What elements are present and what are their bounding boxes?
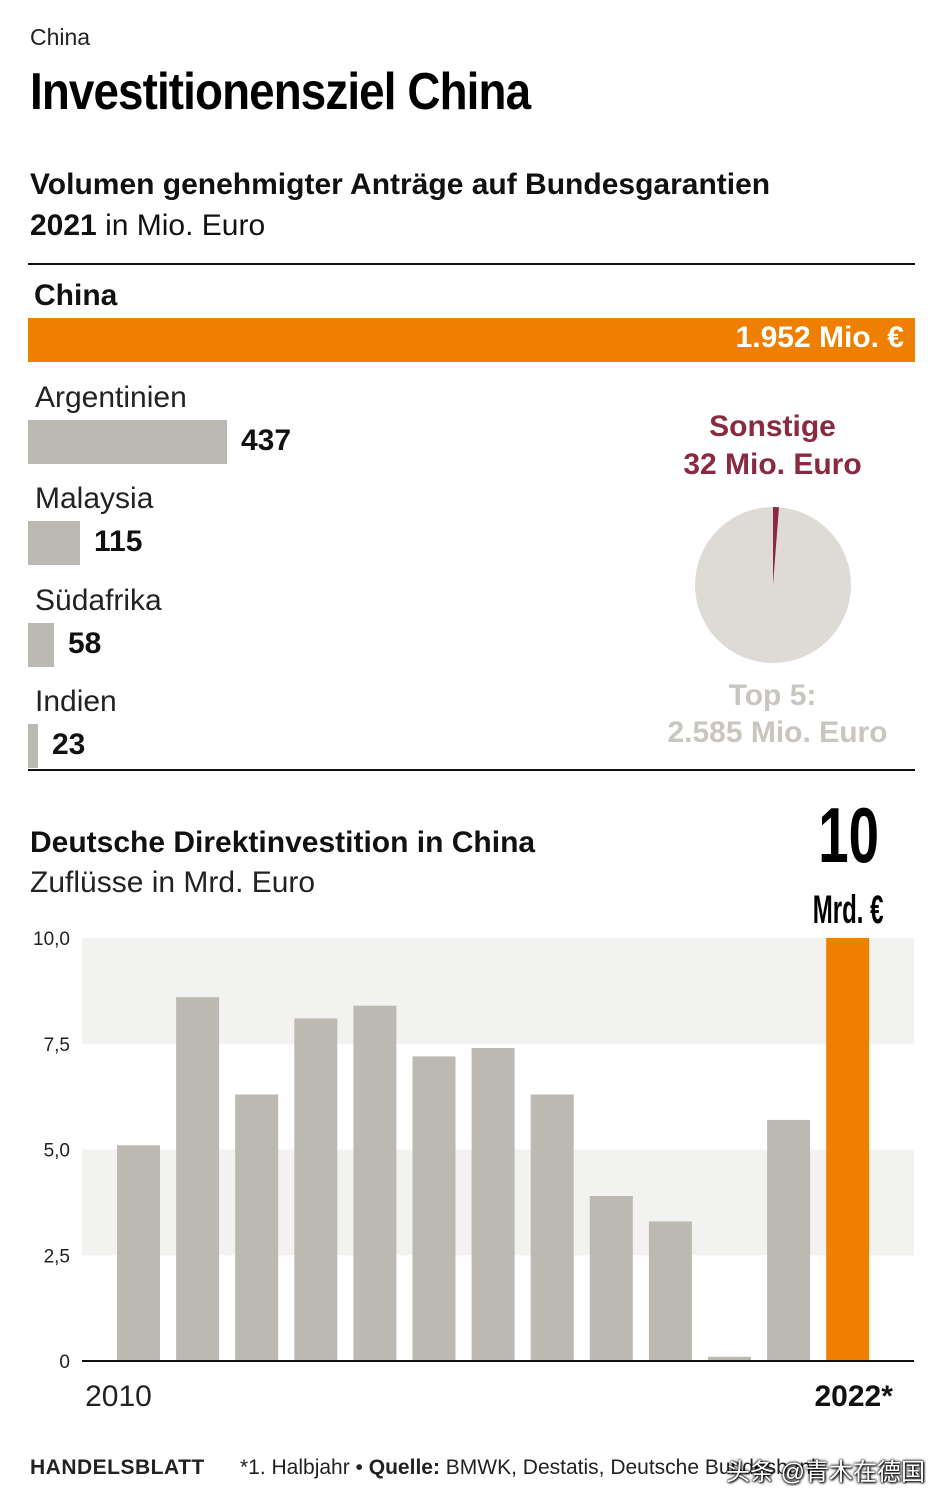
fdi-bar-2011 <box>176 997 220 1361</box>
country-bar-argentinien <box>28 420 227 464</box>
fdi-bar-2018 <box>589 1196 633 1361</box>
section2-title: Deutsche Direktinvestition in China <box>30 826 536 859</box>
country-label-indien: Indien <box>35 685 117 718</box>
x-tick-label-last: 2022* <box>814 1380 893 1413</box>
pie-top5-label: Top 5: <box>728 679 817 712</box>
y-tick-label: 2,5 <box>44 1246 70 1267</box>
y-tick-label: 7,5 <box>44 1035 70 1056</box>
footer-source-text: BMWK, Destatis, Deutsche Bundesbank <box>445 1456 822 1479</box>
grid-band <box>82 938 914 1044</box>
fdi-bar-2020 <box>708 1356 751 1361</box>
pie-others-value: 32 Mio. Euro <box>683 448 862 481</box>
y-tick-label: 5,0 <box>44 1141 70 1162</box>
footer-source-label: Quelle: <box>368 1456 440 1479</box>
fdi-bar-2013 <box>294 1018 338 1361</box>
footer-note: *1. Halbjahr • <box>240 1456 363 1479</box>
country-label-malaysia: Malaysia <box>35 482 154 515</box>
x-tick-label-first: 2010 <box>85 1380 152 1413</box>
country-label-china: China <box>34 279 118 312</box>
country-value-china: 1.952 Mio. € <box>735 321 904 354</box>
country-bar-malaysia <box>28 521 80 565</box>
section1-bottom-rule <box>28 769 915 771</box>
section1-title: Volumen genehmigter Anträge auf Bundesga… <box>30 168 771 201</box>
section2-subtitle: Zuflüsse in Mrd. Euro <box>30 866 316 899</box>
section1-year: 2021 <box>30 209 97 242</box>
country-bar-s-dafrika <box>28 623 54 667</box>
fdi-bar-2010 <box>117 1145 160 1361</box>
fdi-bar-2021 <box>767 1119 811 1361</box>
fdi-bar-2014 <box>353 1005 397 1361</box>
fdi-bar-2017 <box>530 1094 574 1361</box>
country-label-argentinien: Argentinien <box>35 381 187 414</box>
section1-top-rule <box>28 263 915 265</box>
fdi-bar-2016 <box>471 1048 515 1361</box>
country-label-s-dafrika: Südafrika <box>35 584 162 617</box>
headline: Investitionensziel China <box>30 63 531 121</box>
pie-slice-others <box>773 507 779 585</box>
pie-others-label: Sonstige <box>709 410 836 443</box>
y-tick-label: 0 <box>59 1352 70 1373</box>
fdi-bar-2022 <box>826 938 870 1361</box>
country-value-indien: 23 <box>52 728 86 761</box>
section1-subtitle: 2021 in Mio. Euro <box>30 209 265 243</box>
highlight-unit: Mrd. € <box>812 888 884 932</box>
fdi-bar-chart: 0 2,5 5,0 7,5 10,0 2010 2022* <box>33 929 914 1413</box>
footer-brand: HANDELSBLATT <box>30 1456 205 1479</box>
country-value-s-dafrika: 58 <box>68 627 102 660</box>
fdi-bar-2019 <box>648 1221 692 1361</box>
footer-source: *1. Halbjahr • Quelle: BMWK, Destatis, D… <box>240 1456 822 1480</box>
country-bar-indien <box>28 724 38 768</box>
fdi-bar-2015 <box>412 1056 456 1361</box>
watermark: 头条 @青木在德国 <box>726 1459 926 1486</box>
fdi-bar-2012 <box>235 1094 279 1361</box>
section1-unit: in Mio. Euro <box>105 209 266 242</box>
country-value-argentinien: 437 <box>241 424 292 457</box>
kicker: China <box>30 24 91 50</box>
pie-top5-value: 2.585 Mio. Euro <box>667 716 888 749</box>
y-tick-label: 10,0 <box>33 929 70 950</box>
pie-chart <box>695 507 851 663</box>
country-bar-china <box>28 318 915 362</box>
country-value-malaysia: 115 <box>94 525 143 558</box>
highlight-number: 10 <box>818 791 880 879</box>
